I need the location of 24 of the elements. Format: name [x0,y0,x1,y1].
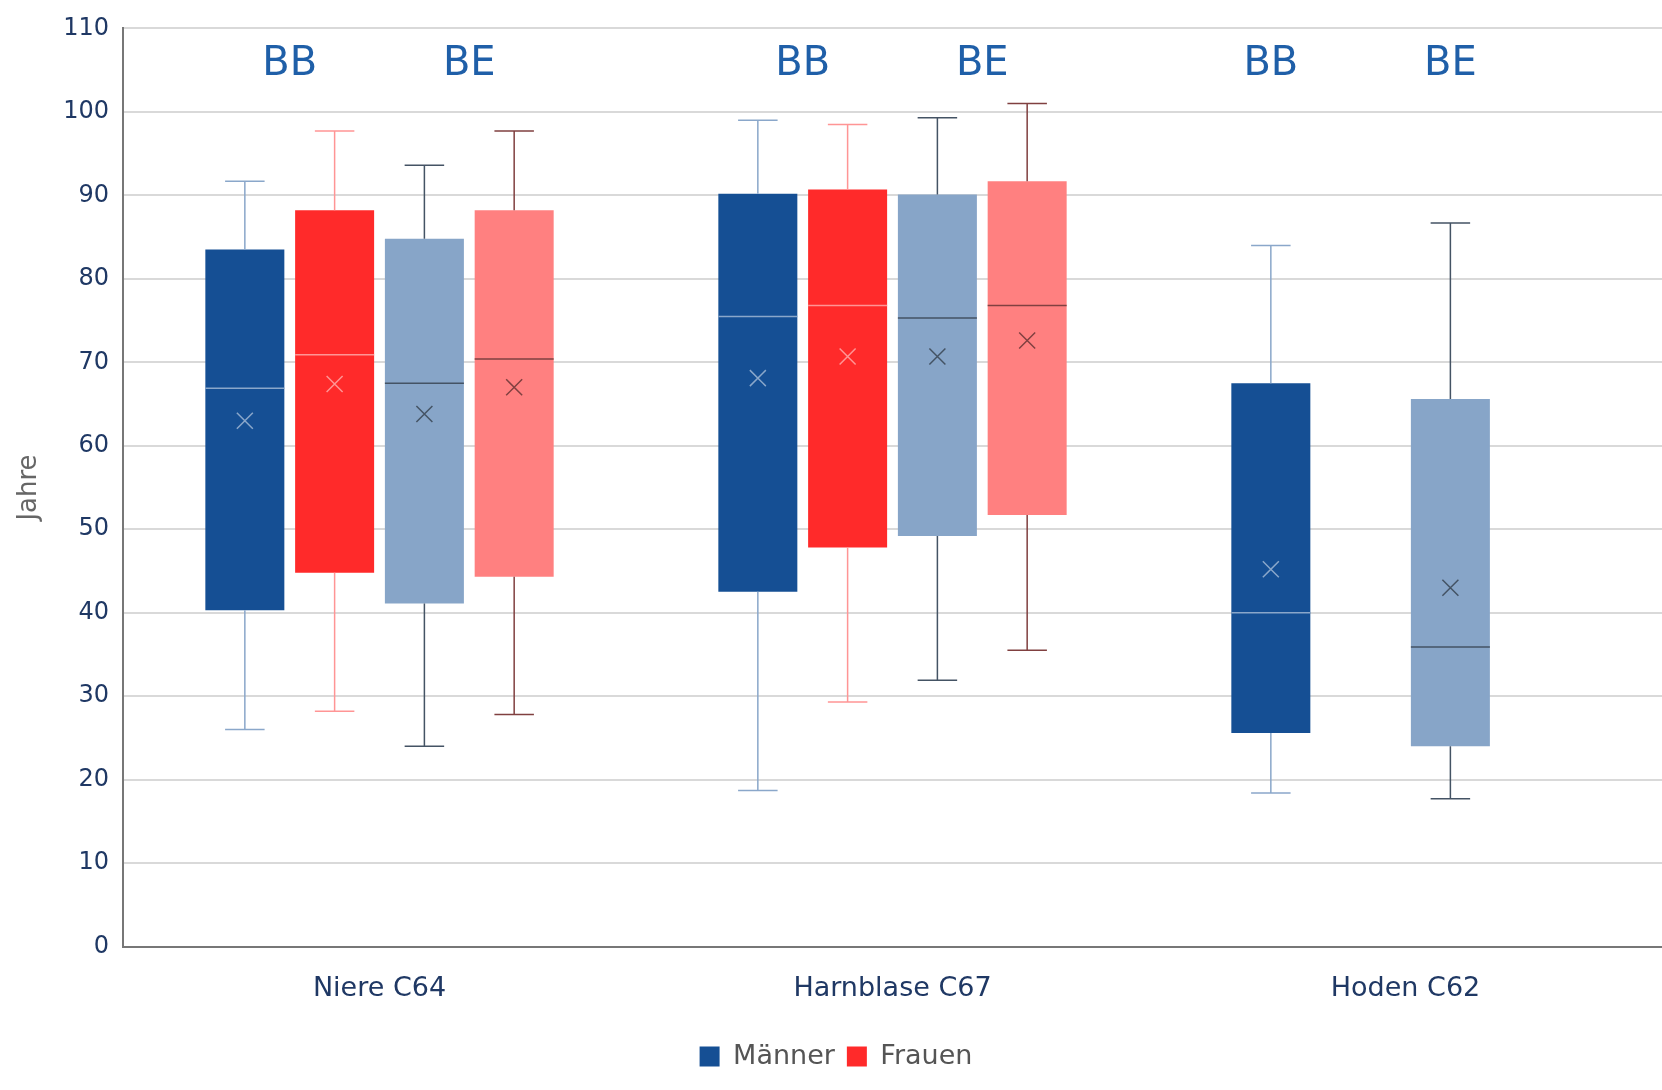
annotation: BE [1424,37,1477,84]
x-tick-label: Hoden C62 [1330,970,1481,1002]
y-tick-label: 110 [63,12,110,41]
legend-label: Männer [733,1038,836,1070]
y-tick-label: 90 [78,179,110,208]
annotation: BB [262,37,318,84]
y-tick-label: 20 [78,763,110,792]
annotation: BE [442,37,496,84]
annotation: BE [955,37,1009,84]
x-tick-label: Harnblase C67 [793,970,992,1002]
y-tick-label: 0 [93,930,110,959]
y-tick-label: 30 [78,680,110,709]
y-tick-label: 40 [78,596,110,625]
x-tick-label: Niere C64 [312,970,447,1002]
y-tick-label: 60 [78,430,110,458]
annotation: BB [1243,37,1299,84]
y-tick-label: 100 [63,96,110,125]
y-tick-label: 10 [78,847,110,876]
y-tick-label: 80 [78,263,110,292]
legend-label: Frauen [880,1038,973,1070]
y-tick-label: 50 [78,513,110,542]
y-axis-title: Jahre [12,454,43,523]
y-tick-label: 70 [78,346,110,375]
annotation: BB [775,37,831,84]
